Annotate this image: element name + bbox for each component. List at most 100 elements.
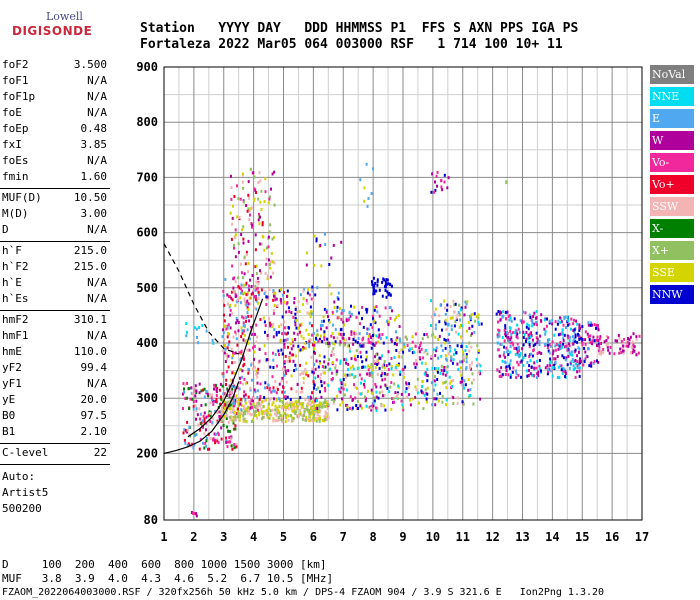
echo-point bbox=[209, 411, 211, 415]
echo-point bbox=[242, 364, 245, 368]
echo-point bbox=[419, 344, 422, 347]
echo-point bbox=[308, 409, 311, 412]
echo-point bbox=[286, 337, 289, 341]
echo-point bbox=[261, 221, 264, 224]
echo-point bbox=[232, 335, 235, 339]
echo-point bbox=[446, 186, 449, 190]
echo-point bbox=[359, 350, 362, 354]
echo-point bbox=[562, 356, 565, 360]
x-tick-labels: 1 2 3 4 5 6 7 8 9 10 11 12 13 14 15 16 17 bbox=[160, 530, 649, 544]
echo-point bbox=[243, 297, 246, 301]
echo-point bbox=[546, 341, 549, 345]
echo-point bbox=[381, 371, 384, 375]
echo-point bbox=[219, 382, 222, 386]
echo-point bbox=[246, 348, 249, 352]
echo-point bbox=[471, 372, 474, 376]
echo-point bbox=[240, 283, 243, 287]
echo-point bbox=[318, 419, 321, 423]
echo-point bbox=[380, 374, 383, 378]
echo-point bbox=[347, 344, 350, 348]
echo-point bbox=[333, 300, 336, 304]
param-name: h`F bbox=[2, 244, 22, 257]
echo-point bbox=[378, 288, 381, 292]
echo-point bbox=[221, 411, 223, 415]
echo-point bbox=[371, 375, 374, 378]
echo-point bbox=[548, 338, 551, 342]
echo-point bbox=[386, 278, 389, 282]
echo-point bbox=[336, 394, 339, 398]
echo-point bbox=[183, 438, 186, 442]
echo-point bbox=[376, 278, 379, 282]
echo-point bbox=[462, 383, 465, 387]
echo-point bbox=[242, 225, 245, 229]
echo-point bbox=[240, 349, 243, 353]
echo-point bbox=[332, 399, 335, 403]
echo-point bbox=[239, 301, 242, 305]
echo-point bbox=[528, 345, 531, 349]
echo-point bbox=[423, 393, 426, 397]
echo-point bbox=[259, 179, 262, 183]
echo-point bbox=[250, 420, 253, 423]
echo-point bbox=[303, 418, 306, 422]
echo-point bbox=[273, 203, 276, 207]
echo-point bbox=[548, 367, 551, 371]
echo-point bbox=[241, 369, 244, 373]
echo-point bbox=[417, 401, 420, 405]
echo-point bbox=[257, 218, 260, 222]
echo-point bbox=[434, 383, 437, 387]
echo-point bbox=[407, 385, 410, 389]
echo-point bbox=[307, 333, 310, 336]
echo-point bbox=[264, 190, 267, 194]
echo-point bbox=[323, 371, 326, 375]
echo-point bbox=[294, 323, 297, 327]
echo-point bbox=[576, 364, 579, 368]
param-name: B1 bbox=[2, 425, 16, 438]
echo-point bbox=[227, 343, 230, 346]
echo-point bbox=[225, 354, 228, 358]
echo-point bbox=[576, 322, 579, 326]
echo-point bbox=[477, 371, 480, 375]
echo-point bbox=[224, 346, 227, 350]
echo-point bbox=[583, 360, 586, 364]
echo-point bbox=[500, 311, 503, 315]
echo-point bbox=[559, 316, 561, 320]
echo-point bbox=[620, 339, 623, 343]
echo-point bbox=[235, 445, 238, 449]
echo-point bbox=[503, 345, 506, 349]
echo-point bbox=[395, 316, 398, 320]
echo-point bbox=[252, 402, 255, 406]
echo-point bbox=[359, 178, 362, 182]
echo-point bbox=[369, 340, 372, 344]
echo-point bbox=[195, 327, 198, 331]
echo-point bbox=[285, 416, 288, 420]
echo-point bbox=[633, 349, 636, 353]
echo-point bbox=[514, 369, 517, 373]
echo-point bbox=[308, 412, 311, 415]
echo-point bbox=[225, 370, 228, 374]
echo-point bbox=[352, 367, 355, 371]
echo-point bbox=[527, 336, 530, 340]
echo-point bbox=[418, 346, 421, 350]
x-tick-label: 15 bbox=[575, 530, 589, 544]
echo-point bbox=[271, 260, 274, 264]
echo-point bbox=[212, 341, 215, 345]
echo-point bbox=[516, 336, 519, 340]
echo-point bbox=[233, 410, 236, 414]
param-value: 10.50 bbox=[73, 191, 107, 204]
echo-point bbox=[497, 320, 499, 324]
echo-point bbox=[273, 261, 276, 265]
echo-point bbox=[295, 306, 298, 310]
echo-point bbox=[280, 414, 283, 418]
echo-point bbox=[367, 327, 370, 331]
echo-point bbox=[370, 336, 373, 339]
param-name: hmF1 bbox=[2, 329, 29, 342]
echo-point bbox=[386, 373, 389, 376]
echo-point bbox=[247, 270, 250, 274]
echo-point bbox=[313, 401, 316, 405]
echo-point bbox=[293, 409, 296, 413]
echo-point bbox=[326, 407, 329, 411]
echo-point bbox=[381, 280, 384, 284]
echo-point bbox=[263, 320, 266, 324]
echo-point bbox=[210, 398, 213, 402]
echo-point bbox=[252, 396, 255, 400]
